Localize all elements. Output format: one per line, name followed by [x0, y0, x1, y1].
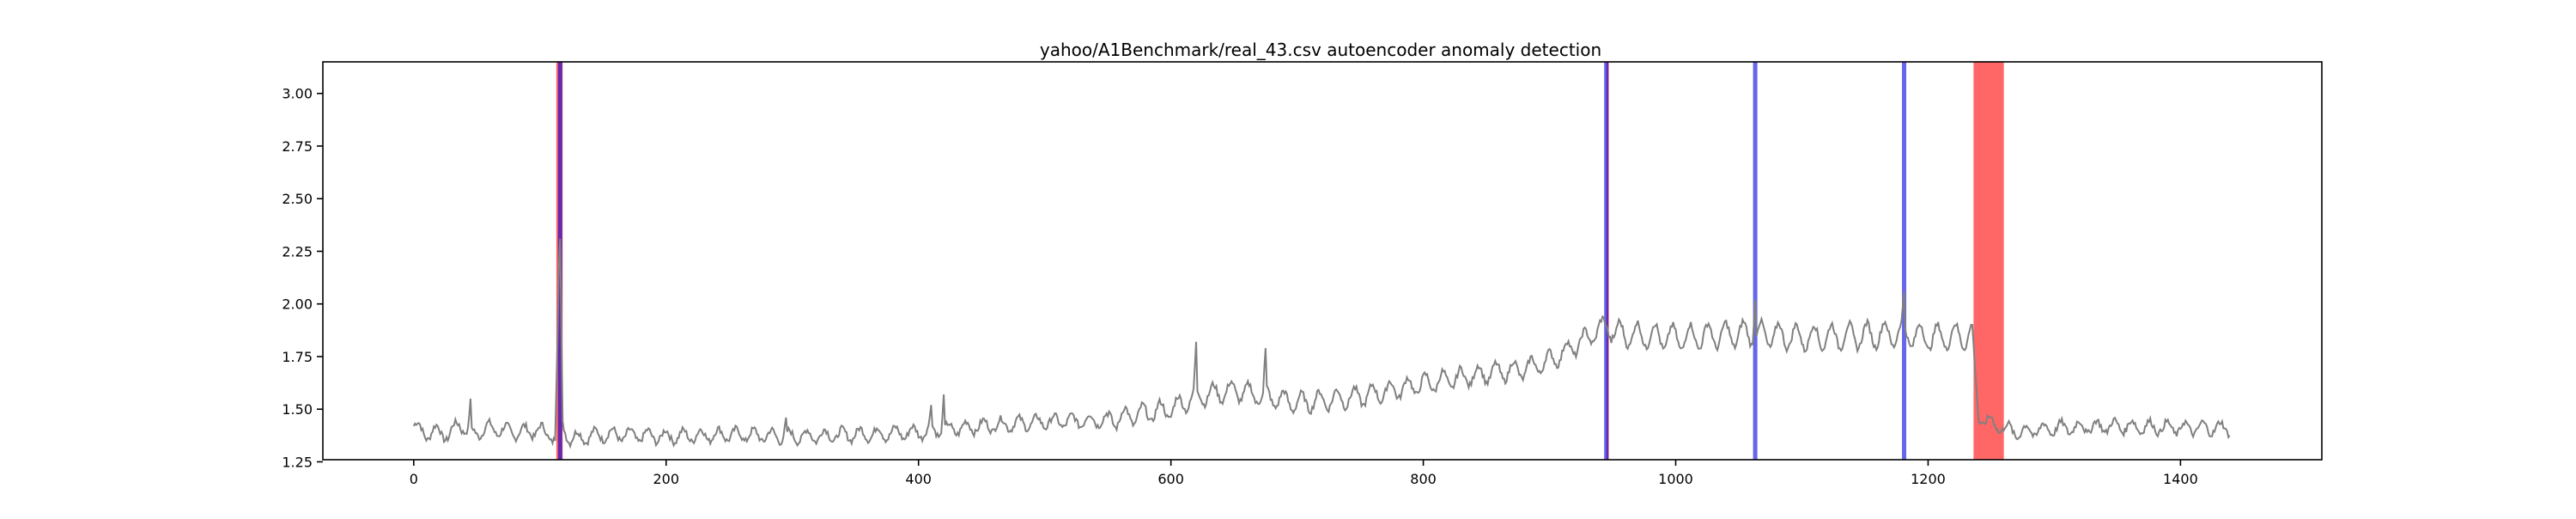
x-tick-label-3: 600 — [1157, 471, 1184, 487]
y-tick-label-5: 2.50 — [282, 191, 313, 207]
series-line — [412, 238, 2231, 449]
x-tick-label-4: 800 — [1410, 471, 1437, 487]
chart-title: yahoo/A1Benchmark/real_43.csv autoencode… — [1040, 40, 1601, 60]
y-tick-label-3: 2.00 — [282, 296, 313, 313]
x-tick-label-0: 0 — [410, 471, 418, 487]
plot-area — [412, 62, 2231, 460]
x-tick-label-6: 1200 — [1911, 471, 1946, 487]
y-tick-label-2: 1.75 — [282, 349, 313, 365]
y-tick-label-7: 3.00 — [282, 86, 313, 102]
axes-frame — [322, 61, 2323, 461]
y-tick-label-0: 1.25 — [282, 454, 313, 470]
x-tick-label-1: 200 — [653, 471, 679, 487]
y-tick-label-1: 1.50 — [282, 401, 313, 418]
y-tick-label-6: 2.75 — [282, 138, 313, 155]
x-tick-label-5: 1000 — [1658, 471, 1693, 487]
anomaly-span-2 — [1973, 62, 2004, 460]
y-axis: 1.25 1.50 1.75 2.00 2.25 2.50 2.75 3.00 — [282, 86, 323, 470]
x-tick-label-7: 1400 — [2163, 471, 2198, 487]
x-axis: 0 200 400 600 800 1000 1200 1400 — [410, 460, 2198, 487]
y-tick-label-4: 2.25 — [282, 243, 313, 260]
x-tick-label-2: 400 — [905, 471, 932, 487]
